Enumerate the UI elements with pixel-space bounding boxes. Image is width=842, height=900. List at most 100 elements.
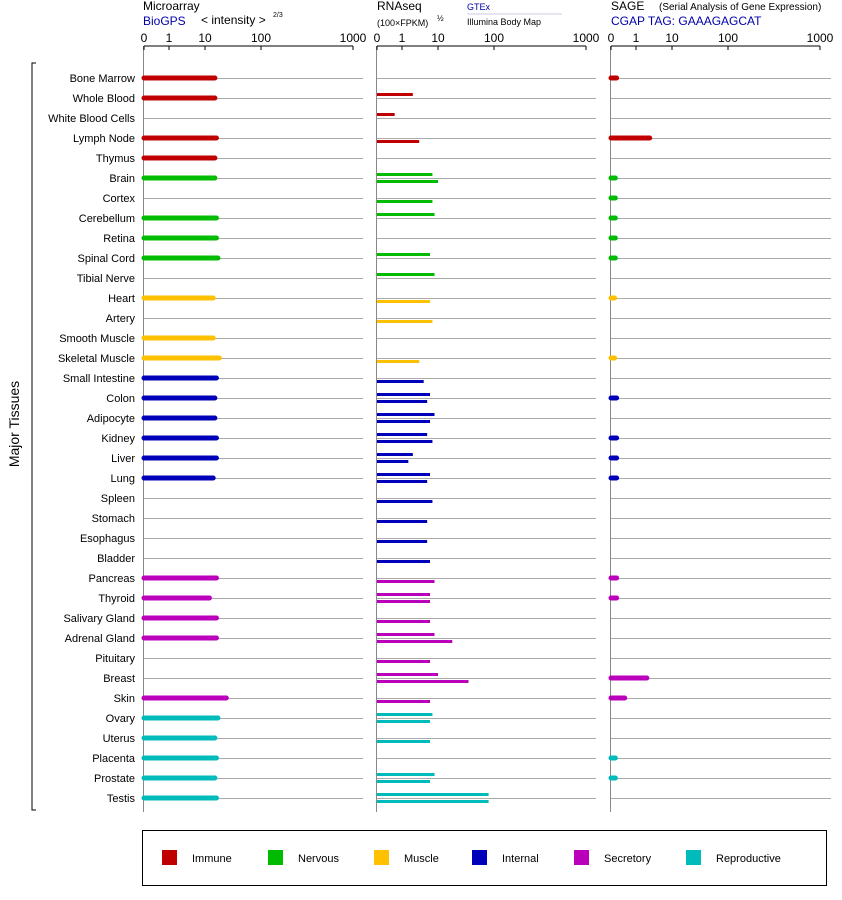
microarray-bar-base — [143, 615, 147, 621]
rnaseq-ibm-bar — [377, 320, 433, 323]
rnaseq-gtex-bar — [377, 253, 431, 256]
expression-bars — [141, 75, 653, 803]
gtex-link[interactable]: GTEx — [467, 2, 491, 12]
tissue-label: Colon — [106, 393, 135, 405]
rnaseq-ibm-bar — [377, 360, 420, 363]
rnaseq-tick-label: 100 — [484, 31, 504, 45]
rnaseq-ibm-bar — [377, 500, 433, 503]
rnaseq-gtex-bar — [377, 593, 431, 596]
tissue-label: Uterus — [103, 733, 136, 745]
tissue-label: Bone Marrow — [70, 73, 135, 85]
rnaseq-gtex-bar — [377, 473, 431, 476]
rnaseq-tick-label: 1 — [399, 31, 406, 45]
legend-swatch-immune — [162, 850, 177, 865]
sage-title: SAGE — [611, 0, 644, 13]
rnaseq-gtex-bar — [377, 773, 435, 776]
rnaseq-gtex-bar — [377, 393, 431, 396]
tissue-label: Esophagus — [80, 533, 136, 545]
microarray-bar-base — [143, 415, 147, 421]
tissue-label: Smooth Muscle — [59, 333, 135, 345]
microarray-bar-base — [143, 255, 147, 261]
sage-tick-label: 100 — [718, 31, 738, 45]
tissue-label: Spleen — [101, 493, 135, 505]
rnaseq-ibm-bar — [377, 640, 453, 643]
rnaseq-ibm-bar — [377, 440, 433, 443]
rnaseq-ibm-bar — [377, 400, 428, 403]
microarray-bar-base — [143, 435, 147, 441]
rnaseq-ibm-bar — [377, 800, 489, 803]
rnaseq-scale-label: (100×FPKM) — [377, 18, 428, 28]
rnaseq-ibm-bar — [377, 140, 420, 143]
microarray-bar-base — [143, 395, 147, 401]
microarray-title: Microarray — [143, 0, 200, 13]
y-axis-bracket — [31, 62, 36, 811]
sage-subtitle: (Serial Analysis of Gene Expression) — [659, 2, 821, 13]
sage-tick-label: 1000 — [807, 31, 834, 45]
legend-label-muscle: Muscle — [404, 853, 439, 865]
tissue-label: White Blood Cells — [48, 113, 135, 125]
rnaseq-ibm-bar — [377, 720, 431, 723]
sage-tick-label: 1 — [633, 31, 640, 45]
tissue-label: Liver — [111, 453, 135, 465]
tissue-label: Small Intestine — [63, 373, 135, 385]
microarray-bar-base — [143, 455, 147, 461]
tissue-label: Skeletal Muscle — [58, 353, 135, 365]
tissue-label: Adipocyte — [87, 413, 135, 425]
microarray-tick-label: 1 — [166, 31, 173, 45]
legend-label-nervous: Nervous — [298, 853, 339, 865]
rnaseq-gtex-bar — [377, 713, 433, 716]
rnaseq-ibm-bar — [377, 300, 431, 303]
rnaseq-ibm-bar — [377, 620, 431, 623]
microarray-scale-label: < intensity > — [201, 13, 266, 27]
tissue-label: Tibial Nerve — [77, 273, 135, 285]
legend-label-internal: Internal — [502, 853, 539, 865]
rnaseq-ibm-bar — [377, 660, 431, 663]
y-axis-label: Major Tissues — [6, 381, 22, 467]
microarray-bar-base — [143, 715, 147, 721]
rnaseq-ibm-bar — [377, 180, 438, 183]
microarray-tick-label: 100 — [251, 31, 271, 45]
microarray-bar-base — [143, 95, 147, 101]
rnaseq-ibm-bar — [377, 780, 431, 783]
tissue-label: Pancreas — [89, 573, 136, 585]
microarray-bar-base — [143, 695, 147, 701]
tissue-label: Cortex — [103, 193, 136, 205]
rnaseq-ibm-bar — [377, 580, 435, 583]
tissue-label: Placenta — [92, 753, 136, 765]
tissue-label: Thyroid — [98, 593, 135, 605]
microarray-bar-base — [143, 75, 147, 81]
rnaseq-gtex-bar — [377, 413, 435, 416]
rnaseq-ibm-bar — [377, 520, 428, 523]
legend-swatch-secretory — [574, 850, 589, 865]
biogps-link[interactable]: BioGPS — [143, 14, 186, 28]
tissue-label: Pituitary — [95, 653, 135, 665]
microarray-bar-base — [143, 215, 147, 221]
tissue-label: Spinal Cord — [78, 253, 135, 265]
rnaseq-ibm-bar — [377, 540, 428, 543]
rnaseq-ibm-bar — [377, 460, 409, 463]
microarray-tick-label: 10 — [198, 31, 212, 45]
microarray-bar-base — [143, 235, 147, 241]
illumina-body-map-link[interactable]: Illumina Body Map — [467, 17, 541, 27]
tissue-label: Adrenal Gland — [65, 633, 135, 645]
tissue-label: Salivary Gland — [63, 613, 135, 625]
tissue-label: Kidney — [101, 433, 135, 445]
rnaseq-gtex-bar — [377, 213, 435, 216]
sage-tick-label: 0 — [608, 31, 615, 45]
rnaseq-tick-label: 10 — [431, 31, 445, 45]
microarray-bar-base — [143, 375, 147, 381]
rnaseq-gtex-bar — [377, 633, 435, 636]
tissue-label: Stomach — [92, 513, 135, 525]
tissue-label: Retina — [103, 233, 136, 245]
tissue-label: Brain — [109, 173, 135, 185]
tissue-label: Breast — [103, 673, 135, 685]
legend-swatch-internal — [472, 850, 487, 865]
microarray-bar-base — [143, 155, 147, 161]
tissue-label: Bladder — [97, 553, 135, 565]
microarray-bar-base — [143, 635, 147, 641]
sage-tag-label[interactable]: CGAP TAG: GAAAGAGCAT — [611, 14, 762, 28]
microarray-scale-exponent: 2/3 — [273, 12, 283, 19]
tissue-label: Lymph Node — [73, 133, 135, 145]
rnaseq-gtex-bar — [377, 173, 433, 176]
